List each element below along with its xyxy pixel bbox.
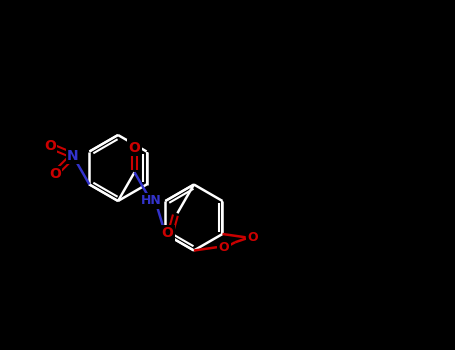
Text: O: O (49, 167, 61, 181)
Text: N: N (67, 149, 79, 163)
Text: O: O (162, 226, 173, 240)
Text: HN: HN (141, 195, 162, 208)
Text: O: O (44, 139, 56, 153)
Text: O: O (247, 231, 258, 244)
Text: O: O (129, 141, 141, 155)
Text: O: O (219, 241, 229, 254)
